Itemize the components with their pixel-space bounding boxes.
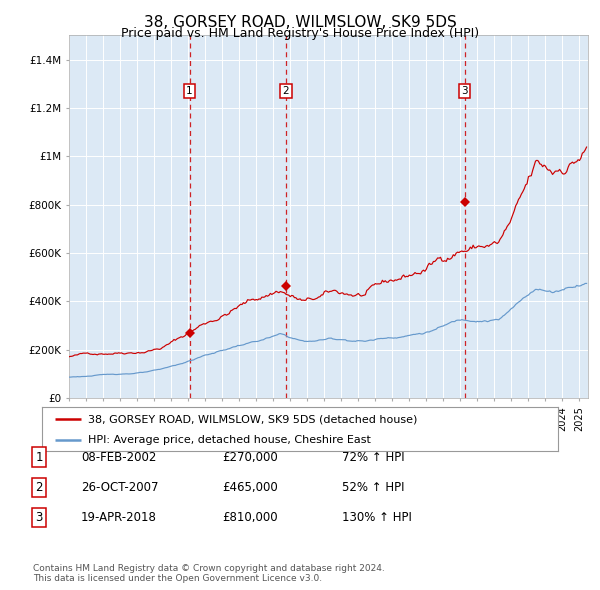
Text: Price paid vs. HM Land Registry's House Price Index (HPI): Price paid vs. HM Land Registry's House …	[121, 27, 479, 40]
Text: £465,000: £465,000	[222, 481, 278, 494]
Text: HPI: Average price, detached house, Cheshire East: HPI: Average price, detached house, Ches…	[88, 435, 371, 445]
Text: £270,000: £270,000	[222, 451, 278, 464]
Text: 130% ↑ HPI: 130% ↑ HPI	[342, 511, 412, 524]
Text: 08-FEB-2002: 08-FEB-2002	[81, 451, 157, 464]
Text: 3: 3	[35, 511, 43, 524]
Text: Contains HM Land Registry data © Crown copyright and database right 2024.
This d: Contains HM Land Registry data © Crown c…	[33, 563, 385, 583]
Text: 52% ↑ HPI: 52% ↑ HPI	[342, 481, 404, 494]
Text: 2: 2	[283, 86, 289, 96]
Text: 38, GORSEY ROAD, WILMSLOW, SK9 5DS: 38, GORSEY ROAD, WILMSLOW, SK9 5DS	[143, 15, 457, 30]
Text: £810,000: £810,000	[222, 511, 278, 524]
Text: 72% ↑ HPI: 72% ↑ HPI	[342, 451, 404, 464]
Text: 3: 3	[461, 86, 468, 96]
Text: 26-OCT-2007: 26-OCT-2007	[81, 481, 158, 494]
Text: 2: 2	[35, 481, 43, 494]
Text: 1: 1	[186, 86, 193, 96]
Text: 38, GORSEY ROAD, WILMSLOW, SK9 5DS (detached house): 38, GORSEY ROAD, WILMSLOW, SK9 5DS (deta…	[88, 415, 418, 424]
Text: 1: 1	[35, 451, 43, 464]
Text: 19-APR-2018: 19-APR-2018	[81, 511, 157, 524]
